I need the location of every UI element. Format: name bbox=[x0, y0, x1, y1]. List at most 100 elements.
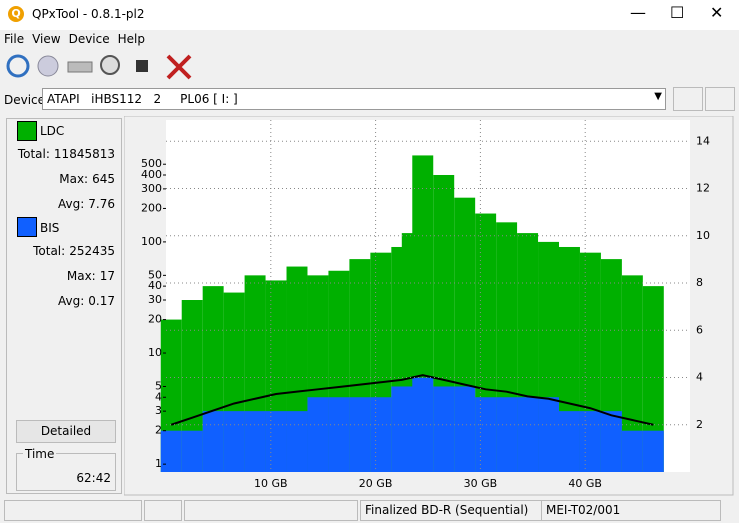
refresh-icon[interactable] bbox=[6, 54, 30, 78]
y-tick-label: 500 bbox=[141, 157, 162, 170]
stat-label: Total: bbox=[33, 244, 66, 258]
stat-row: Avg: 0.17 bbox=[58, 294, 115, 308]
stat-label: Max: bbox=[59, 172, 89, 186]
stat-row: Total: 252435 bbox=[33, 244, 115, 258]
bar bbox=[370, 397, 392, 472]
menu-bar: File View Device Help bbox=[0, 30, 739, 49]
app-icon: Q bbox=[8, 6, 24, 22]
status-cell bbox=[184, 500, 358, 521]
stat-label: Avg: bbox=[58, 294, 85, 308]
settings-icon[interactable] bbox=[166, 54, 192, 80]
bar bbox=[286, 411, 308, 472]
title-bar: Q QPxTool - 0.8.1-pl2 — ☐ ✕ bbox=[0, 0, 739, 30]
bar bbox=[642, 286, 664, 472]
stat-row: Avg: 7.76 bbox=[58, 197, 115, 211]
eject-button[interactable] bbox=[673, 87, 703, 111]
bis-stats: Total: 252435 Max: 17 Avg: 0.17 bbox=[7, 244, 115, 322]
stat-label: Total: bbox=[17, 147, 50, 161]
device-label: Device: bbox=[4, 93, 50, 107]
time-box: Time 62:42 bbox=[16, 447, 116, 491]
x-tick-label: 20 GB bbox=[359, 477, 393, 490]
bar bbox=[621, 275, 643, 472]
bar bbox=[181, 300, 203, 472]
bar bbox=[202, 411, 224, 472]
maximize[interactable]: ☐ bbox=[670, 3, 685, 22]
ldc-label: LDC bbox=[40, 124, 65, 138]
stop-icon[interactable] bbox=[136, 60, 148, 72]
y-tick-label: 2 bbox=[155, 424, 162, 437]
device-name: ATAPI iHBS112 2 PL06 [ I: ] bbox=[47, 92, 238, 106]
stat-value: 17 bbox=[99, 269, 115, 283]
bar bbox=[160, 430, 182, 472]
bar bbox=[559, 411, 580, 472]
bar bbox=[538, 397, 559, 472]
stat-label: Max: bbox=[66, 269, 96, 283]
x-tick-label: 40 GB bbox=[568, 477, 602, 490]
menu-item[interactable]: Help bbox=[117, 32, 145, 46]
y2-tick-label: 4 bbox=[696, 371, 703, 384]
y2-tick-label: 2 bbox=[696, 418, 703, 431]
scan-icon[interactable] bbox=[100, 55, 120, 75]
lock-button[interactable] bbox=[705, 87, 735, 111]
y2-tick-label: 6 bbox=[696, 323, 703, 336]
bar bbox=[328, 397, 350, 472]
window-title: QPxTool - 0.8.1-pl2 bbox=[32, 7, 145, 21]
time-value: 62:42 bbox=[76, 471, 111, 485]
bar bbox=[642, 430, 664, 472]
status-cell bbox=[4, 500, 142, 521]
y2-tick-label: 10 bbox=[696, 229, 710, 242]
y-tick-label: 5 bbox=[155, 379, 162, 392]
chart: 10 GB 20 GB 30 GB 40 GB12345102030405010020… bbox=[124, 116, 734, 496]
stat-value: 0.17 bbox=[88, 294, 115, 308]
disc-icon[interactable] bbox=[37, 55, 59, 77]
y2-tick-label: 8 bbox=[696, 276, 703, 289]
stat-label: Avg: bbox=[58, 197, 85, 211]
bar bbox=[181, 430, 203, 472]
bar bbox=[265, 411, 287, 472]
stat-row: Max: 645 bbox=[59, 172, 115, 186]
y-tick-label: 40 bbox=[148, 279, 162, 292]
stat-value: 7.76 bbox=[88, 197, 115, 211]
y2-tick-label: 12 bbox=[696, 182, 710, 195]
bar bbox=[621, 430, 643, 472]
y-tick-label: 400 bbox=[141, 168, 162, 181]
y2-tick-label: 14 bbox=[696, 134, 710, 147]
y-tick-label: 10 bbox=[148, 346, 162, 359]
bis-swatch bbox=[17, 217, 37, 237]
ldc-swatch bbox=[17, 121, 37, 141]
y-tick-label: 300 bbox=[141, 182, 162, 195]
x-tick-label: 10 GB bbox=[254, 477, 288, 490]
stat-row: Max: 17 bbox=[67, 269, 115, 283]
y-tick-label: 4 bbox=[155, 390, 162, 403]
y-tick-label: 100 bbox=[141, 235, 162, 248]
status-disc: Finalized BD-R (Sequential) bbox=[360, 500, 542, 521]
time-label: Time bbox=[23, 447, 57, 461]
menu-item[interactable]: Device bbox=[68, 32, 110, 46]
bar bbox=[244, 411, 266, 472]
menu-item[interactable]: View bbox=[32, 32, 61, 46]
minimize[interactable]: — bbox=[630, 3, 646, 22]
menu-item[interactable]: File bbox=[4, 32, 25, 46]
stat-row: Total: 11845813 bbox=[18, 147, 115, 161]
drive-icon[interactable] bbox=[67, 61, 93, 73]
bar bbox=[496, 397, 518, 472]
y-tick-label: 3 bbox=[155, 404, 162, 417]
device-select[interactable]: ATAPI iHBS112 2 PL06 [ I: ] ▼ bbox=[42, 88, 666, 110]
bar bbox=[349, 397, 371, 472]
y-tick-label: 200 bbox=[141, 201, 162, 214]
bar bbox=[600, 411, 622, 472]
bar bbox=[579, 411, 601, 472]
y-tick-label: 30 bbox=[148, 293, 162, 306]
status-cell bbox=[144, 500, 182, 521]
y-tick-label: 50 bbox=[148, 268, 162, 281]
ldc-stats: Total: 11845813 Max: 645 Avg: 7.76 bbox=[7, 147, 115, 225]
bar bbox=[517, 397, 539, 472]
status-media: MEI-T02/001 bbox=[541, 500, 721, 521]
bar bbox=[223, 411, 245, 472]
close[interactable]: ✕ bbox=[710, 3, 724, 22]
bar bbox=[454, 386, 476, 472]
toolbar bbox=[6, 54, 192, 80]
stats-panel: LDC Total: 11845813 Max: 645 Avg: 7.76 BIS To… bbox=[6, 118, 122, 494]
detailed-button[interactable]: Detailed bbox=[16, 420, 116, 443]
